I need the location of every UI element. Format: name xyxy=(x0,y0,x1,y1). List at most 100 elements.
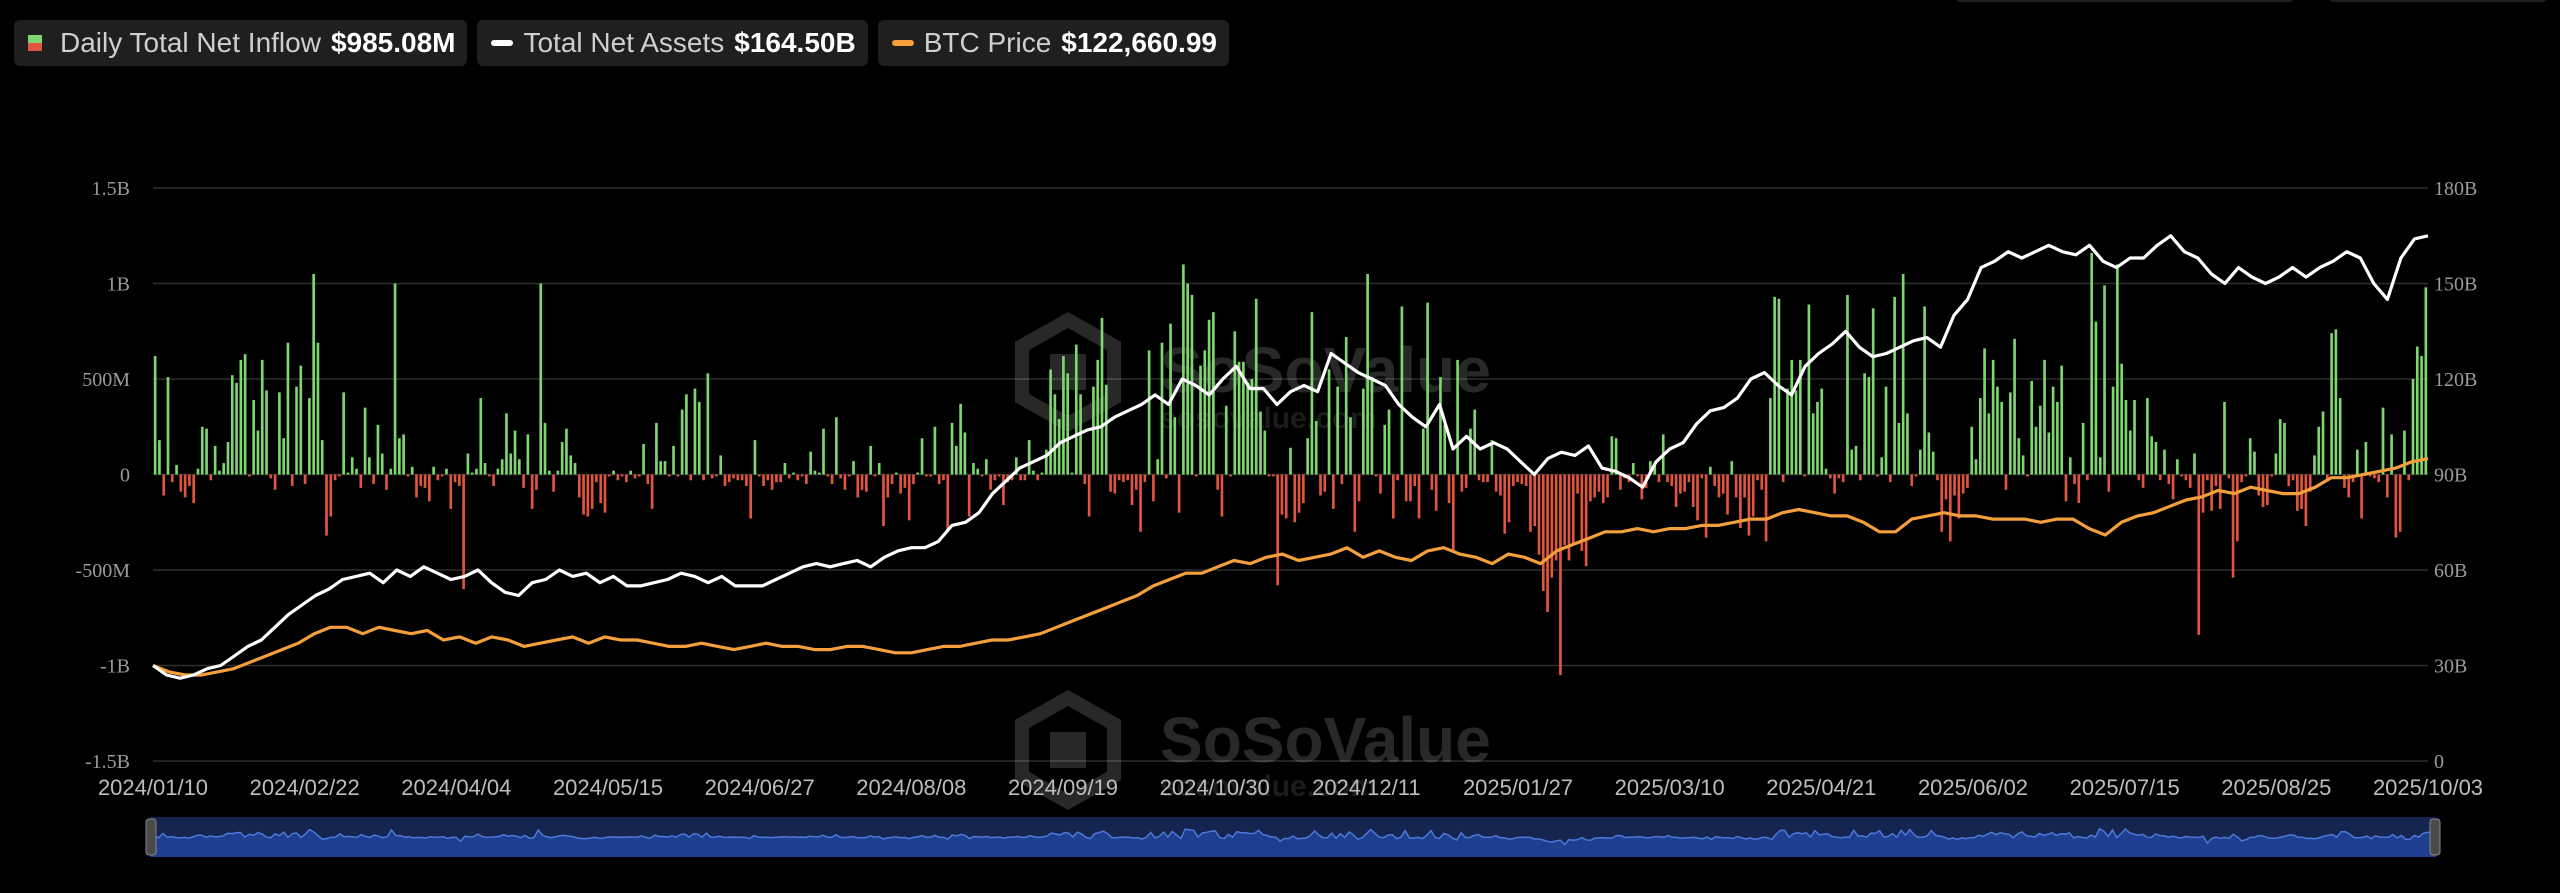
toolbar-button-2[interactable] xyxy=(2328,0,2548,2)
inflow-bar xyxy=(1730,461,1734,475)
inflow-bar xyxy=(239,359,243,475)
inflow-bar xyxy=(303,474,307,485)
x-axis-ticks: 2024/01/10 2024/02/22 2024/04/04 2024/05/15… xyxy=(98,775,2483,800)
inflow-bar xyxy=(805,474,808,485)
inflow-bar xyxy=(398,438,401,475)
inflow-bar xyxy=(1854,445,1858,475)
inflow-bar xyxy=(1674,474,1678,507)
toolbar-button-1[interactable] xyxy=(1955,0,2295,2)
inflow-bar xyxy=(1931,451,1935,475)
inflow-bar xyxy=(942,474,945,481)
inflow-bar xyxy=(2197,474,2201,635)
series-lines xyxy=(152,234,2429,680)
inflow-bar xyxy=(1520,474,1524,485)
inflow-bar xyxy=(1794,390,1798,475)
navigator-right-handle[interactable] xyxy=(2429,818,2441,856)
inflow-bar xyxy=(1918,449,1922,475)
inflow-bar xyxy=(869,445,872,475)
inflow-bar xyxy=(1606,474,1609,498)
legend-price-value: $122,660.99 xyxy=(1061,27,1217,58)
x-axis-tick: 2025/01/27 xyxy=(1463,775,1573,800)
inflow-bar xyxy=(1362,388,1365,475)
inflow-bar xyxy=(1743,474,1746,498)
legend-btc-price[interactable]: BTC Price $122,660.99 xyxy=(877,20,1229,66)
inflow-bar xyxy=(1019,474,1022,481)
inflow-bar xyxy=(1499,474,1502,496)
inflow-bar xyxy=(1014,457,1018,475)
inflow-bar xyxy=(350,457,354,475)
inflow-bar xyxy=(1593,474,1597,498)
inflow-bar xyxy=(2030,380,2034,475)
inflow-bar xyxy=(376,424,380,475)
range-navigator[interactable] xyxy=(145,817,2441,857)
x-axis-tick: 2024/02/22 xyxy=(250,775,360,800)
inflow-bar xyxy=(1559,474,1562,676)
legend-daily-net-inflow[interactable]: Daily Total Net Inflow $985.08M xyxy=(14,20,468,66)
inflow-bar xyxy=(1374,474,1378,477)
inflow-bar xyxy=(1109,474,1112,492)
inflow-bar xyxy=(243,354,247,475)
inflow-bar xyxy=(2304,474,2308,527)
inflow-bar xyxy=(1507,474,1511,523)
assets-swatch-icon xyxy=(491,40,514,46)
inflow-bar xyxy=(2081,422,2085,475)
inflow-bar xyxy=(989,474,992,490)
inflow-bar xyxy=(680,409,684,475)
inflow-bar xyxy=(1426,302,1429,475)
inflow-bar xyxy=(380,453,384,475)
inflow-bar xyxy=(993,474,997,481)
inflow-bar xyxy=(475,468,478,475)
inflow-bar xyxy=(2188,474,2192,488)
inflow-bar xyxy=(1164,474,1168,479)
inflow-bar xyxy=(1464,474,1468,488)
inflow-bar xyxy=(1267,474,1271,477)
inflow-bar xyxy=(320,440,324,475)
left-axis-tick: 0 xyxy=(120,465,130,487)
inflow-bar xyxy=(1237,361,1241,475)
inflow-bar xyxy=(984,459,988,475)
inflow-bar xyxy=(710,474,714,479)
inflow-bar xyxy=(166,377,170,475)
inflow-bar xyxy=(727,474,731,483)
x-axis-tick: 2025/04/21 xyxy=(1766,775,1876,800)
inflow-bar xyxy=(689,474,693,481)
inflow-bar xyxy=(282,438,286,475)
inflow-bar xyxy=(162,474,166,496)
inflow-bar xyxy=(256,430,260,475)
inflow-bar xyxy=(1284,474,1288,519)
inflow-bar xyxy=(2013,338,2016,475)
inflow-bar xyxy=(775,474,778,483)
inflow-bar xyxy=(226,442,230,475)
inflow-bar xyxy=(1242,361,1245,475)
inflow-bar xyxy=(218,470,221,475)
inflow-bar xyxy=(2201,474,2205,513)
inflow-bar xyxy=(1447,474,1451,504)
inflow-bar xyxy=(2407,474,2411,481)
inflow-bar xyxy=(860,474,864,490)
inflow-bar xyxy=(1040,472,1044,475)
inflow-bar xyxy=(295,386,298,475)
inflow-bar xyxy=(877,463,881,475)
inflow-bar xyxy=(1601,474,1605,504)
inflow-bar xyxy=(252,400,256,475)
inflow-bar xyxy=(2351,474,2355,483)
navigator-left-handle[interactable] xyxy=(145,818,157,856)
inflow-bar xyxy=(1344,336,1348,475)
inflow-bar xyxy=(329,474,333,517)
inflow-bar xyxy=(1996,386,1999,475)
inflow-bar xyxy=(1721,474,1725,494)
legend-total-net-assets[interactable]: Total Net Assets $164.50B xyxy=(477,20,868,66)
inflow-bar xyxy=(1760,474,1764,490)
inflow-bar xyxy=(1884,386,1888,475)
inflow-bar xyxy=(188,474,191,486)
right-axis-tick: 90B xyxy=(2434,465,2467,487)
inflow-bar xyxy=(2150,436,2153,475)
inflow-bar xyxy=(1914,474,1918,477)
inflow-bar xyxy=(1717,474,1721,498)
watermark-logo-icon-2 xyxy=(1015,689,1121,811)
inflow-bar xyxy=(835,417,838,475)
inflow-bar xyxy=(1212,312,1215,475)
inflow-bars xyxy=(153,252,2428,676)
inflow-bar xyxy=(1816,401,1819,475)
inflow-bar xyxy=(715,474,718,477)
